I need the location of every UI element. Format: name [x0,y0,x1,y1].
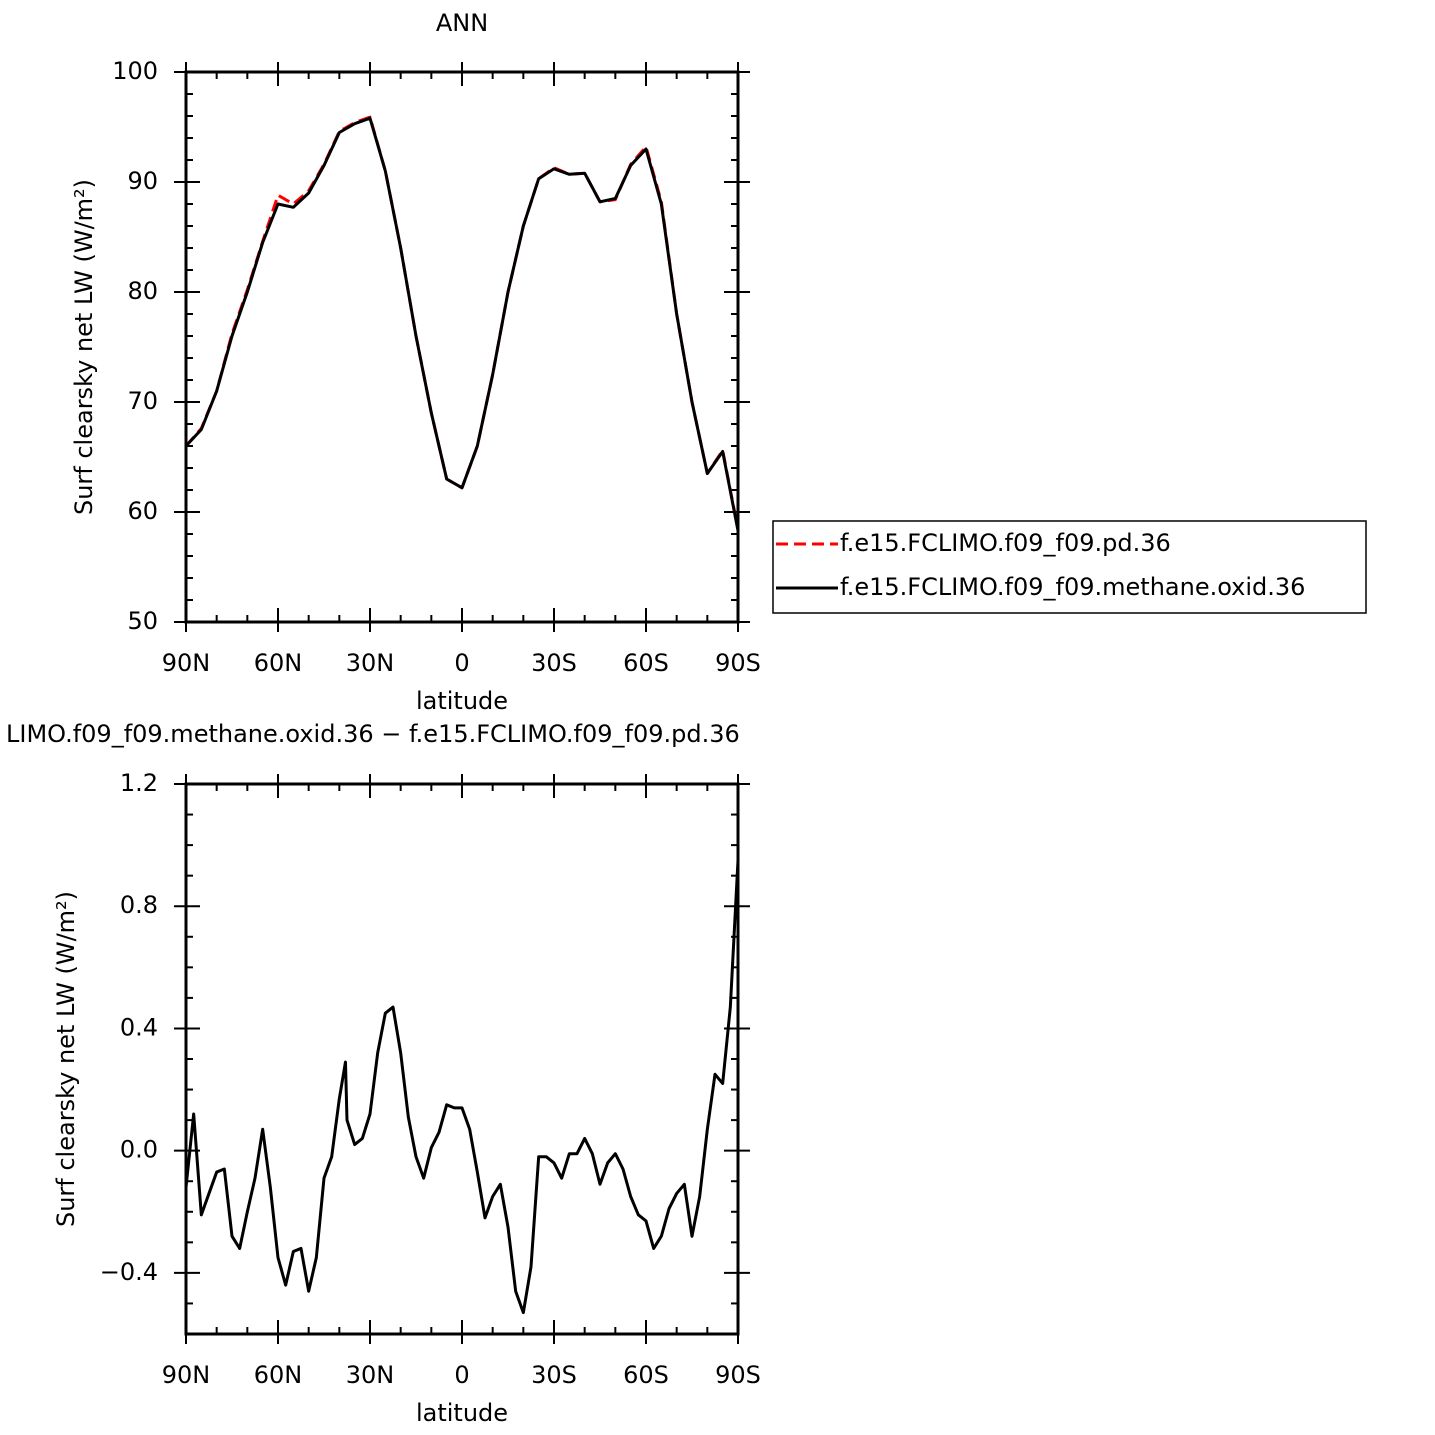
x-tick-label: 30S [531,649,577,677]
data-line [184,116,740,531]
y-tick-label: 70 [127,387,158,415]
plot-frame [184,70,740,624]
y-tick-label: 1.2 [120,769,158,797]
legend-label: f.e15.FCLIMO.f09_f09.pd.36 [840,529,1171,557]
legend-box [772,520,1367,614]
x-tick-label: 30N [346,1361,395,1389]
y-tick-label: 0.8 [120,891,158,919]
y-tick-label: 100 [112,57,158,85]
x-tick-label: 60S [623,1361,669,1389]
x-tick-label: 90N [162,1361,211,1389]
x-tick-label: 90S [715,649,761,677]
y-axis-label: Surf clearsky net LW (W/m²) [52,891,80,1227]
x-tick-label: 90N [162,649,211,677]
x-tick-label: 0 [454,1361,469,1389]
data-line [184,860,740,1315]
x-tick-label: 30S [531,1361,577,1389]
x-tick-label: 60N [254,649,303,677]
y-tick-label: 60 [127,497,158,525]
chart-title: LIMO.f09_f09.methane.oxid.36 − f.e15.FCL… [6,720,740,748]
x-tick-label: 60N [254,1361,303,1389]
y-tick-label: 0.0 [120,1136,158,1164]
x-axis-label: latitude [416,1399,508,1427]
y-tick-label: 80 [127,277,158,305]
y-tick-label: 0.4 [120,1013,158,1041]
x-tick-label: 0 [454,649,469,677]
y-tick-label: 90 [127,167,158,195]
chart-title: ANN [436,9,488,37]
x-axis-label: latitude [416,687,508,715]
x-tick-label: 60S [623,649,669,677]
y-tick-label: −0.4 [100,1258,158,1286]
plot-frame [184,782,740,1336]
y-axis-label: Surf clearsky net LW (W/m²) [70,179,98,515]
x-tick-label: 30N [346,649,395,677]
legend-label: f.e15.FCLIMO.f09_f09.methane.oxid.36 [840,573,1305,601]
y-tick-label: 50 [127,607,158,635]
x-tick-label: 90S [715,1361,761,1389]
